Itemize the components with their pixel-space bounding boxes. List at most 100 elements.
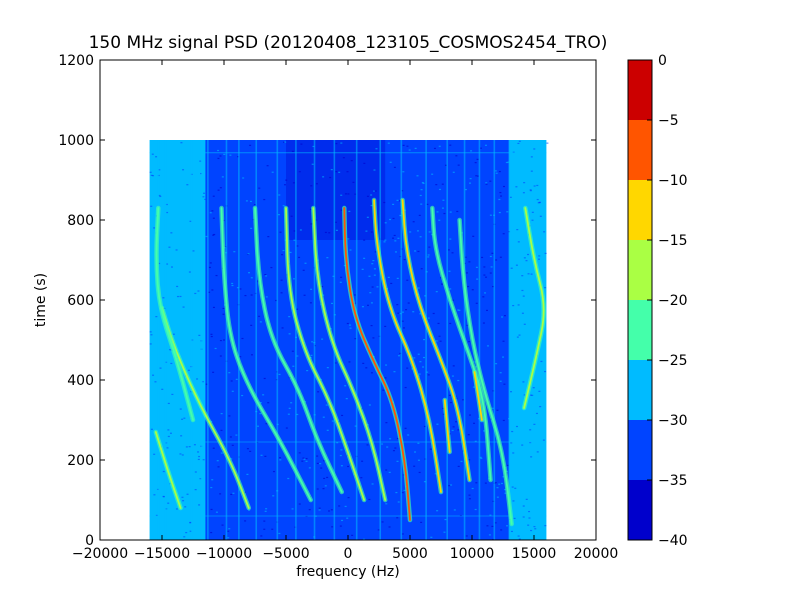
heatmap-speckle-cell	[338, 505, 341, 507]
heatmap-speckle-cell	[186, 184, 189, 186]
heatmap-speckle-cell	[163, 307, 166, 310]
heatmap-speckle-cell	[318, 509, 321, 511]
heatmap-speckle-cell	[435, 340, 438, 342]
heatmap-speckle-cell	[208, 266, 211, 269]
heatmap-speckle-cell	[284, 141, 287, 143]
heatmap-speckle-cell	[340, 209, 343, 211]
heatmap-speckle-cell	[491, 407, 494, 409]
heatmap-speckle-cell	[505, 161, 508, 164]
heatmap-speckle-cell	[336, 442, 339, 444]
heatmap-speckle-cell	[202, 459, 205, 461]
heatmap-speckle-cell	[462, 399, 465, 401]
heatmap-speckle-cell	[172, 333, 175, 335]
heatmap-speckle-cell	[430, 536, 433, 538]
heatmap-speckle-cell	[502, 356, 505, 358]
heatmap-speckle-cell	[423, 338, 426, 341]
heatmap-speckle-cell	[521, 289, 524, 292]
heatmap-speckle-cell	[402, 327, 405, 329]
heatmap-speckle-cell	[517, 304, 520, 306]
heatmap-speckle-cell	[422, 366, 425, 368]
heatmap-speckle-cell	[441, 283, 444, 285]
heatmap-speckle-cell	[194, 292, 197, 295]
heatmap-speckle-cell	[325, 404, 328, 406]
heatmap-speckle-cell	[279, 231, 282, 233]
heatmap-speckle-cell	[231, 444, 234, 446]
heatmap-speckle-cell	[435, 291, 438, 293]
heatmap-speckle-cell	[209, 212, 212, 214]
heatmap-speckle-cell	[482, 322, 485, 324]
heatmap-speckle-cell	[166, 263, 169, 265]
heatmap-speckle-cell	[419, 361, 422, 363]
colorbar-segment	[628, 300, 652, 360]
heatmap-speckle-cell	[403, 258, 406, 261]
x-tick-label: 10000	[450, 546, 495, 562]
heatmap-speckle-cell	[514, 487, 517, 489]
heatmap-speckle-cell	[392, 217, 395, 220]
heatmap-speckle-cell	[149, 171, 152, 173]
heatmap-speckle-cell	[220, 429, 223, 431]
heatmap-speckle-cell	[219, 493, 222, 495]
heatmap-speckle-cell	[287, 477, 290, 480]
heatmap-speckle-cell	[444, 164, 447, 166]
heatmap-speckle-cell	[517, 241, 520, 243]
heatmap-speckle-cell	[346, 171, 349, 173]
heatmap-speckle-cell	[308, 467, 311, 469]
heatmap-speckle-cell	[188, 446, 191, 448]
heatmap-speckle-cell	[239, 356, 242, 358]
heatmap-speckle-cell	[428, 246, 431, 248]
heatmap-speckle-cell	[512, 151, 515, 153]
heatmap-speckle-cell	[179, 295, 182, 298]
heatmap-speckle-cell	[457, 164, 460, 166]
heatmap-speckle-cell	[516, 229, 519, 231]
heatmap-speckle-cell	[409, 231, 412, 233]
heatmap-speckle-cell	[544, 370, 547, 373]
heatmap-speckle-cell	[346, 517, 349, 519]
heatmap-speckle-cell	[476, 158, 479, 160]
heatmap-speckle-cell	[484, 292, 487, 294]
heatmap-speckle-cell	[384, 325, 387, 328]
heatmap-streak	[276, 140, 279, 540]
heatmap-speckle-cell	[468, 414, 471, 416]
heatmap-speckle-cell	[372, 337, 375, 339]
heatmap-speckle-cell	[186, 493, 189, 495]
heatmap-speckle-cell	[500, 529, 503, 531]
heatmap-speckle-cell	[534, 528, 537, 530]
heatmap-speckle-cell	[489, 214, 492, 216]
heatmap-speckle-cell	[202, 196, 205, 198]
heatmap-speckle-cell	[420, 521, 423, 524]
heatmap-speckle-cell	[416, 175, 419, 177]
heatmap-speckle-cell	[406, 367, 409, 369]
heatmap-speckle-cell	[162, 470, 165, 473]
heatmap-speckle-cell	[210, 333, 213, 335]
heatmap-speckle-cell	[361, 460, 364, 462]
heatmap-speckle-cell	[529, 190, 532, 192]
heatmap-speckle-cell	[407, 434, 410, 436]
heatmap-speckle-cell	[385, 422, 388, 424]
heatmap-speckle-cell	[184, 506, 187, 508]
heatmap-speckle-cell	[210, 508, 213, 511]
heatmap-speckle-cell	[506, 464, 509, 466]
heatmap-speckle	[149, 140, 549, 540]
heatmap-speckle-cell	[419, 194, 422, 197]
heatmap-speckle-cell	[155, 514, 158, 517]
heatmap-speckle-cell	[197, 451, 200, 453]
heatmap-speckle-cell	[264, 455, 267, 457]
heatmap-speckle-cell	[455, 421, 458, 423]
heatmap-speckle-cell	[326, 476, 329, 479]
heatmap-speckle-cell	[166, 447, 169, 449]
heatmap-speckle-cell	[475, 302, 478, 304]
heatmap-streak	[508, 140, 510, 540]
heatmap-speckle-cell	[473, 361, 476, 363]
heatmap-speckle-cell	[531, 219, 534, 221]
heatmap-speckle-cell	[528, 510, 531, 513]
heatmap-speckle-cell	[533, 185, 536, 187]
heatmap-speckle-cell	[453, 509, 456, 511]
heatmap-speckle-cell	[346, 322, 349, 325]
heatmap-speckle-cell	[479, 147, 482, 149]
heatmap-speckle-cell	[413, 465, 416, 467]
heatmap-speckle-cell	[220, 413, 223, 415]
heatmap-speckle-cell	[220, 452, 223, 454]
heatmap-speckle-cell	[299, 229, 302, 231]
heatmap-speckle-cell	[264, 273, 267, 276]
